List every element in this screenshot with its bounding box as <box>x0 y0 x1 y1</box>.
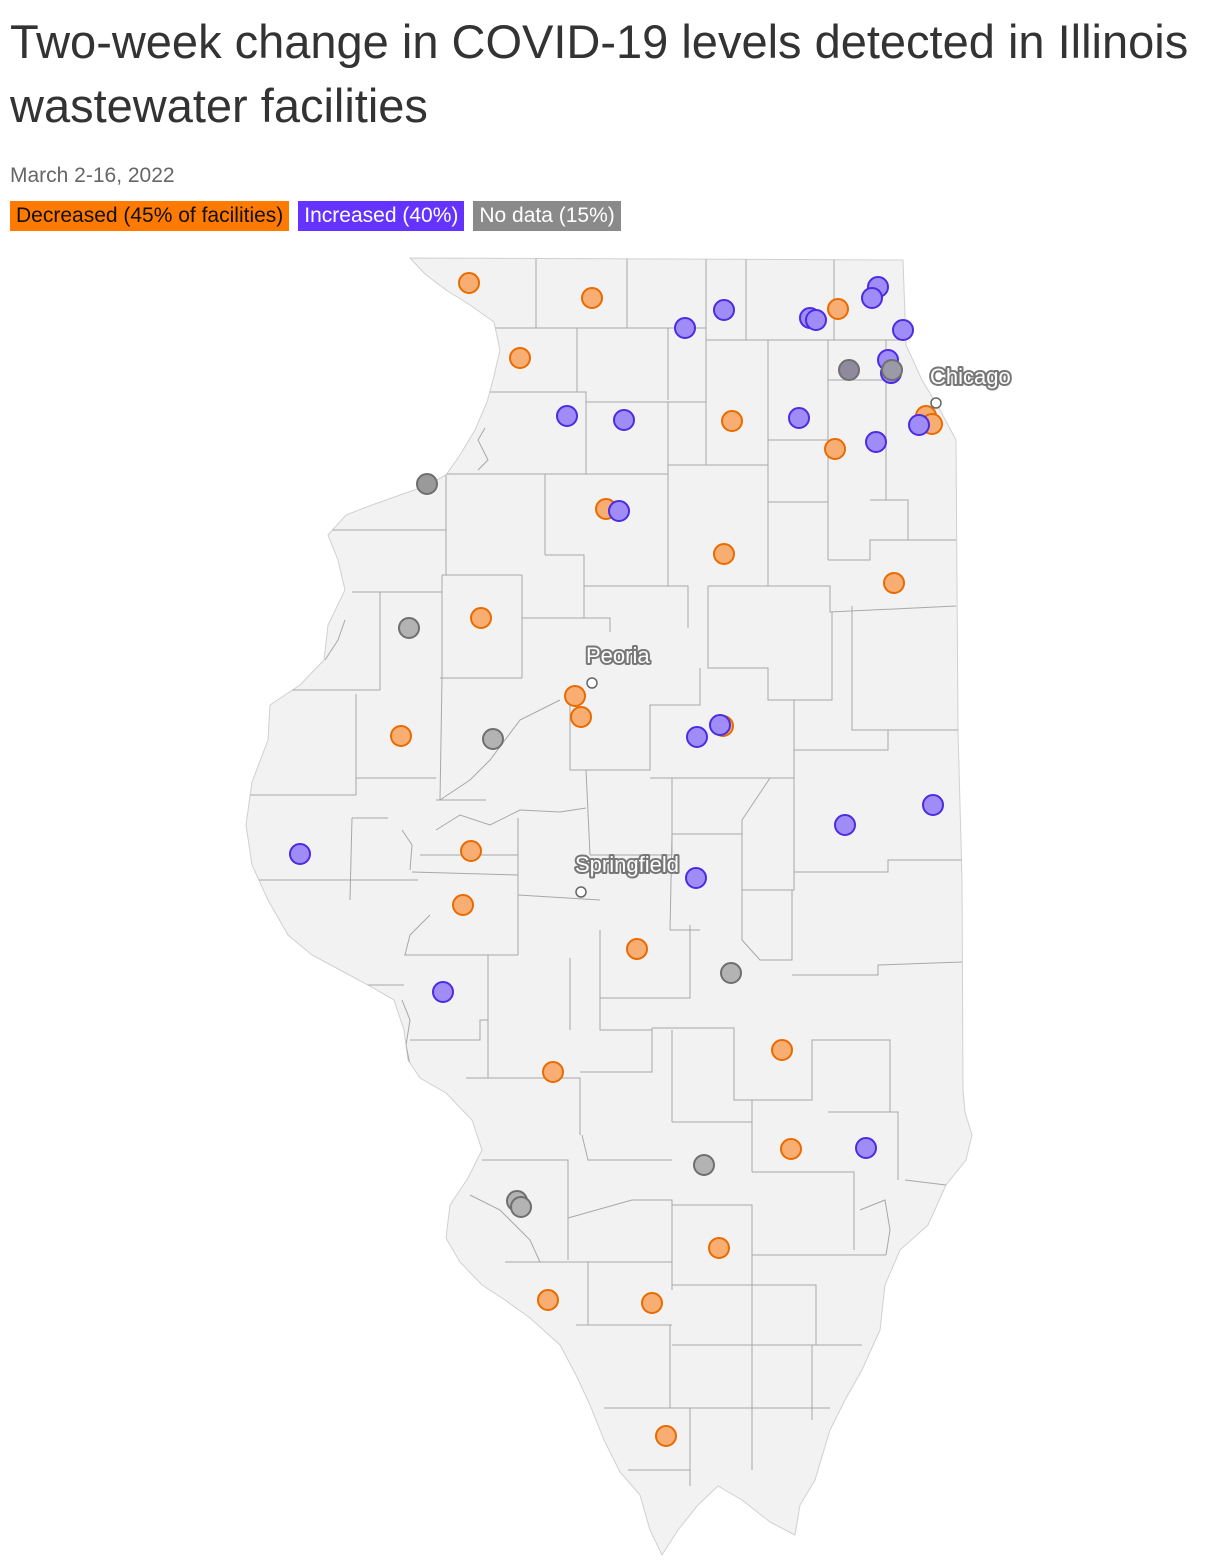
chicago-dot <box>930 397 942 409</box>
facility-marker[interactable] <box>805 309 827 331</box>
facility-marker[interactable] <box>510 1196 532 1218</box>
legend-no-data: No data (15%) <box>473 201 621 231</box>
facility-marker[interactable] <box>892 319 914 341</box>
facility-marker[interactable] <box>390 725 412 747</box>
facility-marker[interactable] <box>432 981 454 1003</box>
facility-markers <box>289 272 944 1447</box>
decreased-markers <box>390 272 943 1447</box>
legend-increased: Increased (40%) <box>298 201 465 231</box>
city-label-chicago: Chicago <box>930 364 1011 389</box>
facility-marker[interactable] <box>641 1292 663 1314</box>
facility-marker[interactable] <box>655 1425 677 1447</box>
facility-marker[interactable] <box>537 1289 559 1311</box>
facility-marker[interactable] <box>482 728 504 750</box>
facility-marker[interactable] <box>827 298 849 320</box>
facility-marker[interactable] <box>709 714 731 736</box>
facility-marker[interactable] <box>398 617 420 639</box>
facility-marker[interactable] <box>685 867 707 889</box>
facility-marker[interactable] <box>922 794 944 816</box>
facility-marker[interactable] <box>881 359 903 381</box>
facility-marker[interactable] <box>865 431 887 453</box>
facility-marker[interactable] <box>771 1039 793 1061</box>
facility-marker[interactable] <box>626 938 648 960</box>
legend: Decreased (45% of facilities) Increased … <box>10 201 621 231</box>
city-markers: Chicago Peoria Springfield <box>573 362 1013 898</box>
facility-marker[interactable] <box>460 840 482 862</box>
facility-marker[interactable] <box>788 407 810 429</box>
facility-marker[interactable] <box>693 1154 715 1176</box>
facility-marker[interactable] <box>470 607 492 629</box>
facility-marker[interactable] <box>564 685 586 707</box>
facility-marker[interactable] <box>861 287 883 309</box>
legend-decreased: Decreased (45% of facilities) <box>10 201 290 231</box>
facility-marker[interactable] <box>542 1061 564 1083</box>
facility-marker[interactable] <box>686 726 708 748</box>
peoria-dot <box>586 677 598 689</box>
facility-marker[interactable] <box>289 843 311 865</box>
facility-marker[interactable] <box>581 287 603 309</box>
facility-marker[interactable] <box>834 814 856 836</box>
facility-marker[interactable] <box>838 359 860 381</box>
no-data-markers <box>398 359 903 1218</box>
springfield-dot <box>575 886 587 898</box>
facility-marker[interactable] <box>720 962 742 984</box>
facility-marker[interactable] <box>713 299 735 321</box>
facility-marker[interactable] <box>458 272 480 294</box>
facility-marker[interactable] <box>855 1137 877 1159</box>
facility-marker[interactable] <box>674 317 696 339</box>
facility-marker[interactable] <box>721 410 743 432</box>
facility-marker[interactable] <box>613 409 635 431</box>
facility-marker[interactable] <box>556 405 578 427</box>
facility-marker[interactable] <box>509 347 531 369</box>
facility-marker[interactable] <box>780 1138 802 1160</box>
facility-marker[interactable] <box>570 706 592 728</box>
facility-marker[interactable] <box>908 414 930 436</box>
illinois-outline <box>245 257 973 1557</box>
facility-marker[interactable] <box>824 438 846 460</box>
facility-marker[interactable] <box>883 572 905 594</box>
date-range: March 2-16, 2022 <box>10 164 175 187</box>
facility-marker[interactable] <box>416 473 438 495</box>
facility-marker[interactable] <box>713 543 735 565</box>
city-label-springfield: Springfield <box>575 852 679 877</box>
city-label-peoria: Peoria <box>586 643 650 668</box>
facility-marker[interactable] <box>708 1237 730 1259</box>
facility-marker[interactable] <box>608 500 630 522</box>
page-title: Two-week change in COVID-19 levels detec… <box>10 15 1189 132</box>
facility-marker[interactable] <box>452 894 474 916</box>
